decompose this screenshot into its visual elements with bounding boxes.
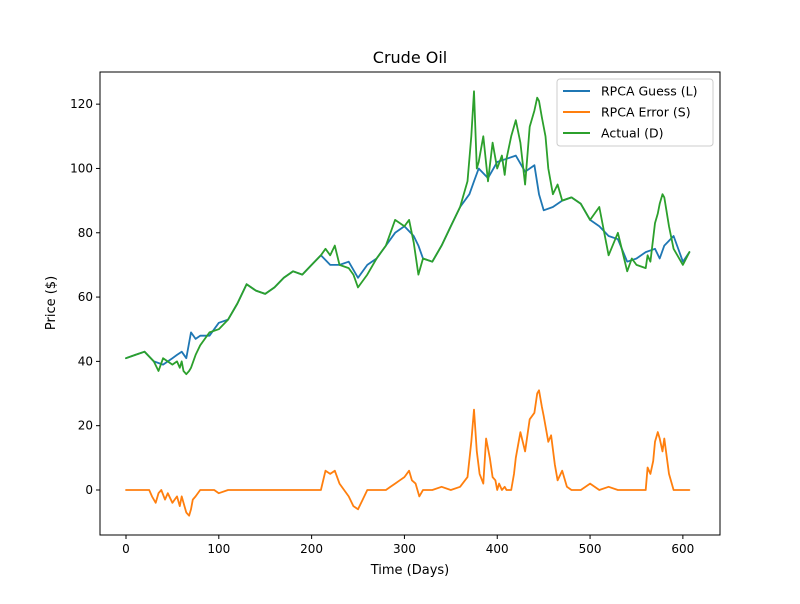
x-tick-label-1: 100 bbox=[207, 542, 230, 556]
axes: 0 100 200 300 400 500 600 0 20 40 60 80 100 120 bbox=[70, 97, 694, 556]
y-tick-label-1: 20 bbox=[78, 419, 93, 433]
legend-label-1: RPCA Error (S) bbox=[601, 105, 691, 120]
y-tick-label-5: 100 bbox=[70, 161, 93, 175]
y-tick-label-3: 60 bbox=[78, 290, 93, 304]
chart-title: Crude Oil bbox=[373, 48, 447, 67]
y-tick-label-4: 80 bbox=[78, 226, 93, 240]
y-tick-label-2: 40 bbox=[78, 354, 93, 368]
series-line-0 bbox=[125, 154, 691, 366]
legend-label-2: Actual (D) bbox=[601, 126, 664, 141]
x-tick-label-0: 0 bbox=[122, 542, 130, 556]
y-axis-label: Price ($) bbox=[44, 276, 59, 330]
legend-label-0: RPCA Guess (L) bbox=[601, 84, 698, 99]
plot-frame bbox=[99, 71, 721, 536]
x-tick-label-4: 400 bbox=[486, 542, 509, 556]
x-tick-label-2: 200 bbox=[300, 542, 323, 556]
plot-area bbox=[125, 90, 691, 517]
y-tick-label-6: 120 bbox=[70, 97, 93, 111]
x-tick-label-5: 500 bbox=[579, 542, 602, 556]
y-tick-label-0: 0 bbox=[85, 483, 93, 497]
x-tick-label-6: 600 bbox=[671, 542, 694, 556]
x-axis-label: Time (Days) bbox=[370, 563, 450, 578]
series-line-1 bbox=[125, 389, 691, 517]
legend-box bbox=[556, 78, 714, 147]
legend: RPCA Guess (L) RPCA Error (S) Actual (D) bbox=[556, 78, 714, 147]
series-line-2 bbox=[125, 90, 691, 376]
x-tick-label-3: 300 bbox=[393, 542, 416, 556]
